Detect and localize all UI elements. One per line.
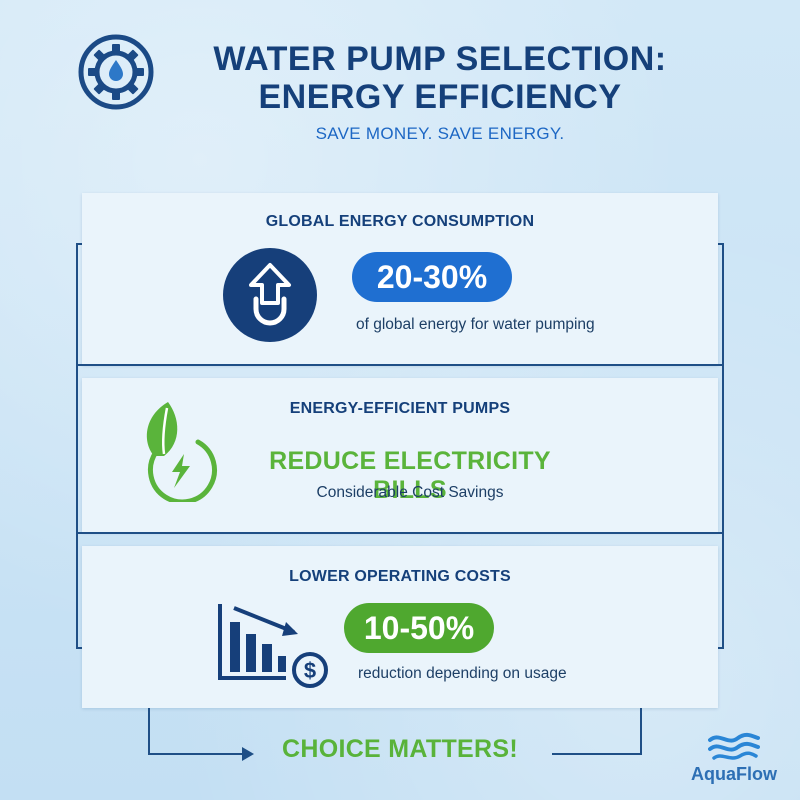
headline-reduce-bills: REDUCE ELECTRICITY BILLS [269,447,551,504]
section-title: ENERGY-EFFICIENT PUMPS [289,400,511,417]
connector-right-bottom [716,647,724,649]
section-efficient-pumps: ENERGY-EFFICIENT PUMPS [82,378,718,532]
declining-chart-dollar-icon: $ [216,600,336,692]
title-line-1: WATER PUMP SELECTION: [213,40,667,78]
page-title: WATER PUMP SELECTION: ENERGY EFFICIENCY [160,40,720,116]
gear-water-drop-icon [78,34,154,110]
connector-left-bottom [76,647,84,649]
arrow-up-pump-icon [222,247,318,343]
choice-matters-text: CHOICE MATTERS! [282,735,518,763]
connector-left-top [76,243,84,245]
title-line-2: ENERGY EFFICIENCY [258,78,622,116]
connector-right-top [716,243,724,245]
connector-right-vertical [722,243,724,648]
bracket-right-horizontal [552,753,642,755]
connector-left-vertical [76,243,78,648]
section-description: of global energy for water pumping [356,316,595,333]
bracket-left-horizontal [148,753,246,755]
section-description: reduction depending on usage [358,665,567,682]
section-title: LOWER OPERATING COSTS [289,568,511,585]
page-subtitle: SAVE MONEY. SAVE ENERGY. [315,124,565,143]
section-description: Considerable Cost Savings [316,484,504,501]
section-title: GLOBAL ENERGY CONSUMPTION [265,213,535,230]
leaf-lightning-icon [140,398,220,505]
stat-badge-global: 20-30% [352,252,512,302]
divider-1 [76,364,724,366]
brand-logo-text: AquaFlow [691,764,777,784]
bracket-right-vertical [640,708,642,755]
divider-2 [76,532,724,534]
svg-text:$: $ [304,658,316,683]
water-waves-icon [708,732,760,762]
bracket-left-vertical [148,708,150,755]
stat-badge-costs: 10-50% [344,603,494,653]
arrow-right-icon [242,747,256,761]
